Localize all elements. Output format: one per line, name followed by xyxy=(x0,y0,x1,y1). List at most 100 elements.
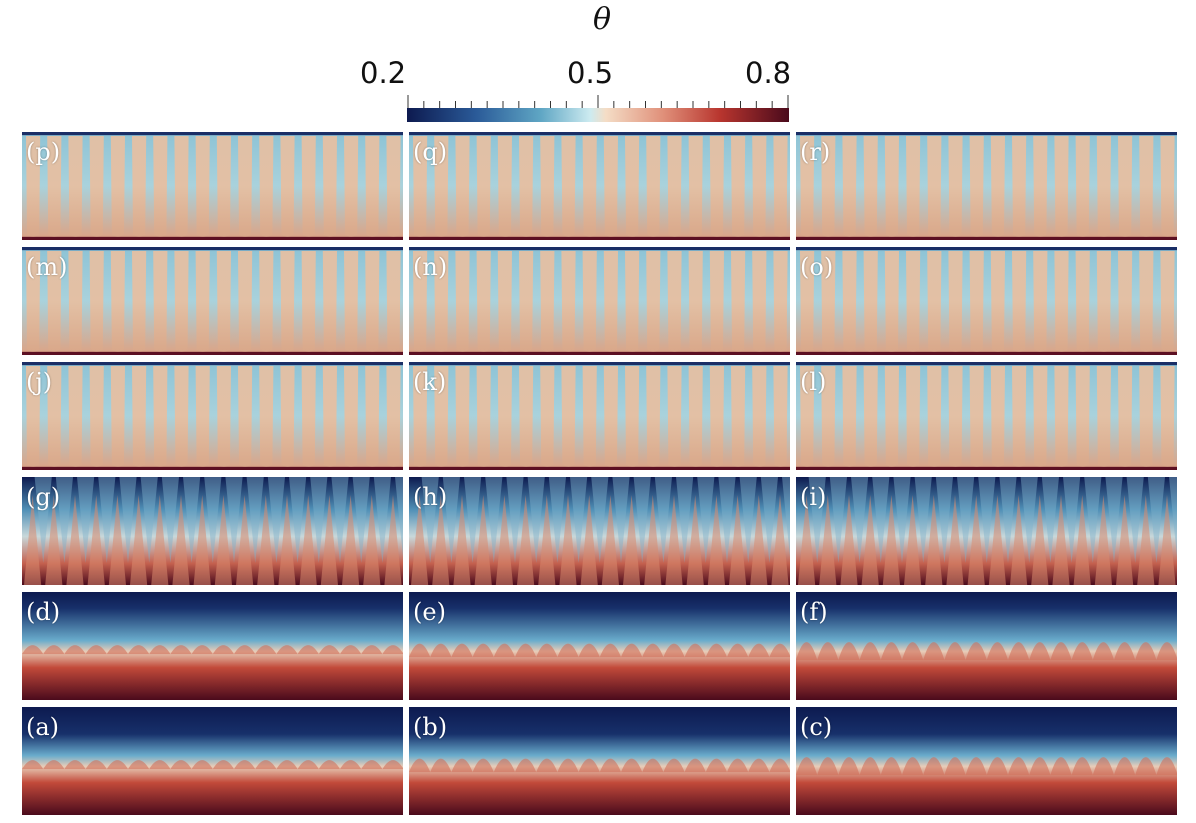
plume-column xyxy=(259,251,274,352)
cold-finger xyxy=(676,477,694,563)
cold-finger xyxy=(464,477,482,563)
warm-finger xyxy=(66,495,84,585)
warm-finger xyxy=(172,495,190,585)
warm-finger xyxy=(1158,495,1176,585)
wave-crest xyxy=(1029,757,1051,776)
plume-column xyxy=(455,366,470,467)
wave-crest xyxy=(817,642,839,661)
warm-finger xyxy=(601,495,619,585)
wave-crest xyxy=(1071,642,1093,661)
plume-column xyxy=(884,251,899,352)
plume-column xyxy=(301,366,316,467)
cold-finger xyxy=(527,477,545,563)
plume-column xyxy=(216,366,231,467)
plume-column xyxy=(603,136,618,237)
wave-crest xyxy=(106,760,128,770)
panel-label: (a) xyxy=(26,713,60,741)
warm-finger xyxy=(278,495,296,585)
panel-label: (o) xyxy=(800,253,834,281)
wave-crest xyxy=(1092,757,1114,776)
plume-column xyxy=(110,366,125,467)
plume-column xyxy=(434,251,449,352)
panel-label: (f) xyxy=(800,598,828,626)
wave-crest xyxy=(1135,642,1157,661)
panel-o: (o) xyxy=(796,247,1177,355)
temperature-field xyxy=(22,132,403,240)
wave-crest xyxy=(1156,642,1177,661)
panel-r: (r) xyxy=(796,132,1177,240)
plume-column xyxy=(1012,136,1027,237)
plume-column xyxy=(646,366,661,467)
cold-finger xyxy=(612,477,630,563)
plume-column xyxy=(280,251,295,352)
wave-crest xyxy=(599,643,621,658)
wave-crest xyxy=(1050,757,1072,776)
cold-finger xyxy=(591,477,609,563)
plume-column xyxy=(322,136,337,237)
plume-column xyxy=(1160,136,1175,237)
wave-crest xyxy=(1092,642,1114,661)
wave-crest xyxy=(297,760,319,770)
plume-column xyxy=(1096,251,1111,352)
panel-m: (m) xyxy=(22,247,403,355)
temperature-field xyxy=(409,707,790,815)
warm-finger xyxy=(384,495,402,585)
plume-column xyxy=(709,366,724,467)
plume-column xyxy=(497,251,512,352)
bottom-boundary xyxy=(409,352,790,355)
wave-crest xyxy=(318,645,340,655)
background-field xyxy=(22,362,403,470)
wave-crest xyxy=(515,758,537,773)
warm-finger xyxy=(882,495,900,585)
wave-crest xyxy=(451,758,473,773)
wave-crest xyxy=(642,643,664,658)
cold-finger xyxy=(373,477,391,563)
plume-column xyxy=(1033,136,1048,237)
plume-column xyxy=(1012,251,1027,352)
panel-d: (d) xyxy=(22,592,403,700)
panel-b: (b) xyxy=(409,707,790,815)
panel-label: (h) xyxy=(413,483,448,511)
plume-column xyxy=(927,251,942,352)
wave-crest xyxy=(838,757,860,776)
top-boundary xyxy=(796,362,1177,365)
warm-finger xyxy=(819,495,837,585)
cold-finger xyxy=(893,477,911,563)
panel-label: (r) xyxy=(800,138,831,166)
plume-column xyxy=(842,251,857,352)
wave-crest xyxy=(361,645,383,655)
temperature-field xyxy=(796,362,1177,470)
background-field xyxy=(409,247,790,355)
plume-column xyxy=(434,136,449,237)
cold-finger xyxy=(98,477,116,563)
wave-crest xyxy=(817,757,839,776)
plume-column xyxy=(667,366,682,467)
panel-label: (q) xyxy=(413,138,448,166)
plume-column xyxy=(1075,366,1090,467)
panel-i: (i) xyxy=(796,477,1177,585)
plume-column xyxy=(731,366,746,467)
wave-crest xyxy=(1008,757,1030,776)
plume-column xyxy=(89,366,104,467)
plume-column xyxy=(301,136,316,237)
wave-crest xyxy=(234,645,256,655)
wave-crest xyxy=(796,642,818,661)
plume-column xyxy=(773,366,788,467)
wave-crest xyxy=(1008,642,1030,661)
plume-column xyxy=(969,251,984,352)
wave-crest xyxy=(43,645,65,655)
plume-column xyxy=(1075,251,1090,352)
plume-column xyxy=(990,136,1005,237)
temperature-field xyxy=(409,592,790,700)
panel-label: (d) xyxy=(26,598,61,626)
plume-column xyxy=(434,366,449,467)
cold-finger xyxy=(654,477,672,563)
wave-crest xyxy=(769,758,790,773)
plume-column xyxy=(47,136,62,237)
plume-column xyxy=(26,136,41,237)
panel-g: (g) xyxy=(22,477,403,585)
wave-crest xyxy=(22,760,44,770)
plume-column xyxy=(238,366,253,467)
plume-column xyxy=(497,366,512,467)
plume-column xyxy=(1118,366,1133,467)
